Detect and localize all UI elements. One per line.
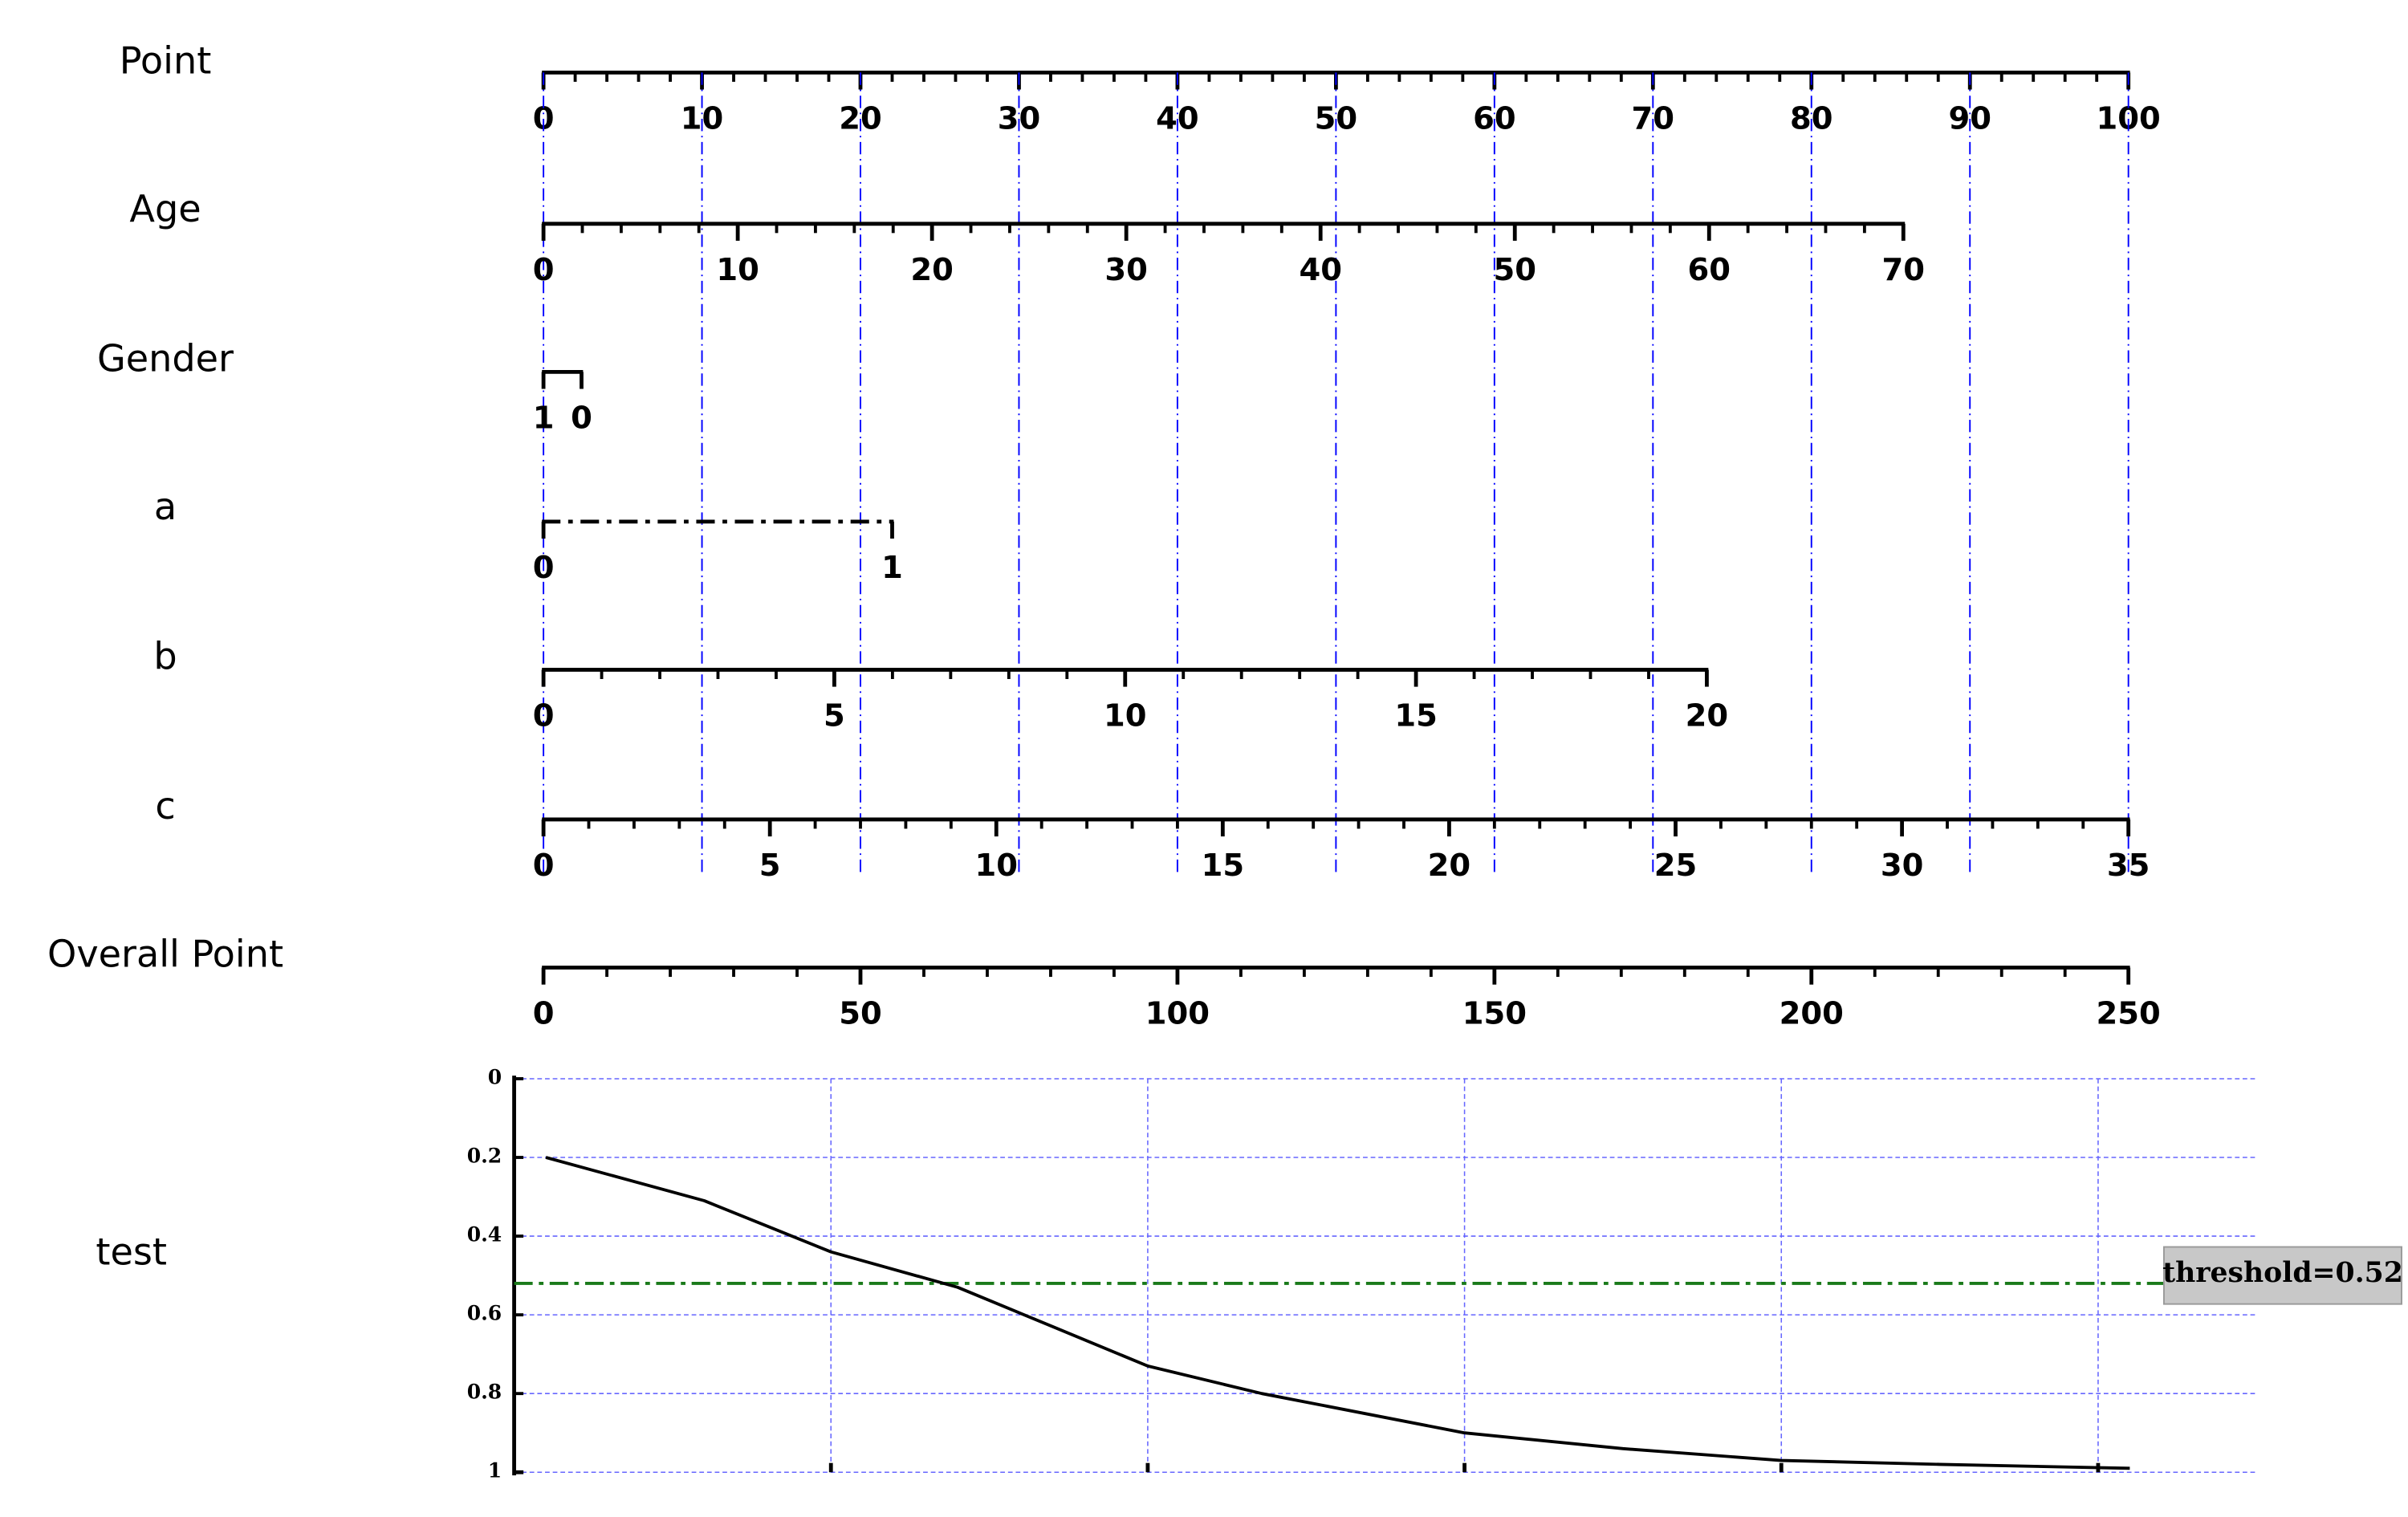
tick-label: 0 [533,550,555,586]
tick-label: 40 [1299,252,1342,288]
y-tick-label: 0.2 [467,1145,502,1168]
tick-label: 100 [1145,996,1210,1032]
row-label: a [154,485,177,528]
threshold-box [2162,1246,2402,1305]
tick-label: 5 [824,698,845,734]
tick-label: 50 [839,996,882,1032]
tick-label: 30 [1104,252,1148,288]
tick-label: 20 [1686,698,1729,734]
tick-label: 30 [1881,848,1924,884]
threshold-label: threshold=0.52 [2162,1257,2403,1289]
tick-label: 0 [533,996,555,1032]
panel-label: test [96,1230,167,1274]
tick-label: 25 [1654,848,1698,884]
tick-label: 20 [1428,848,1471,884]
y-tick-label: 0 [488,1065,502,1088]
y-tick-label: 0.6 [467,1302,502,1325]
curve [545,1156,2130,1470]
y-tick-label: 1 [488,1459,502,1482]
tick-label: 15 [1394,698,1438,734]
row-label: b [153,634,177,677]
tick-label: 5 [759,848,781,884]
row-label: Gender [97,336,234,380]
tick-label: 0 [571,400,592,436]
y-tick-label: 0.4 [467,1223,502,1247]
row-label: Age [129,187,201,230]
tick-label: 15 [1202,848,1245,884]
row-label: Overall Point [47,933,283,976]
tick-label: 1 [533,400,555,436]
tick-label: 10 [1104,698,1147,734]
tick-label: 10 [716,252,759,288]
tick-label: 70 [1882,252,1926,288]
tick-label: 10 [975,848,1019,884]
row-label: c [155,784,175,828]
y-tick-label: 0.8 [467,1381,502,1404]
tick-label: 0 [533,848,555,884]
tick-label: 1 [881,550,903,586]
row-label: Point [120,39,212,82]
tick-label: 200 [1780,996,1844,1032]
tick-label: 0 [533,252,555,288]
tick-label: 35 [2107,848,2150,884]
tick-label: 0 [533,698,555,734]
tick-label: 20 [910,252,954,288]
tick-label: 60 [1688,252,1731,288]
tick-label: 250 [2097,996,2161,1032]
tick-label: 150 [1462,996,1527,1032]
tick-label: 50 [1493,252,1536,288]
